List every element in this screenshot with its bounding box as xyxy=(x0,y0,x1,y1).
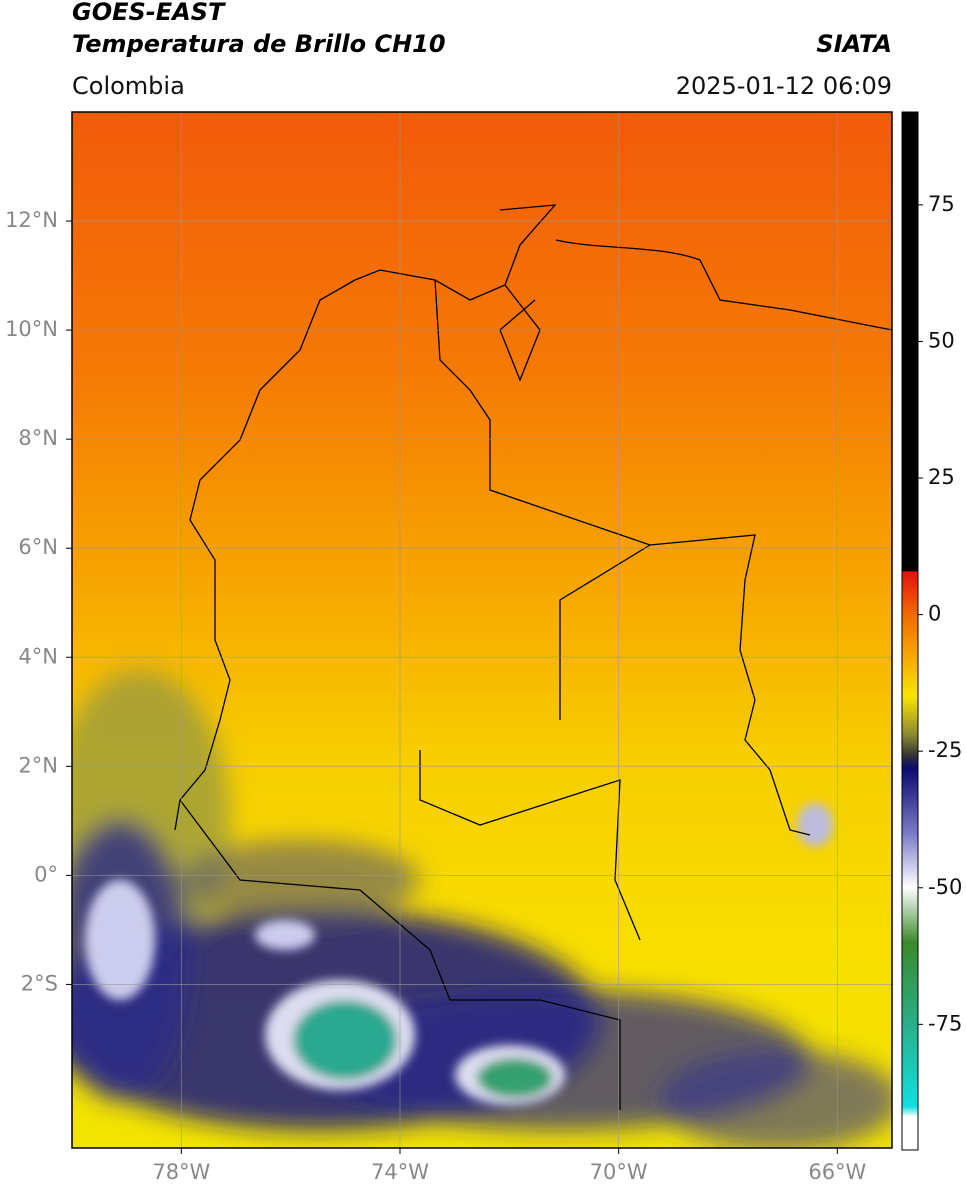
colorbar xyxy=(901,111,919,1151)
y-tick-label: 8°N xyxy=(18,426,58,450)
title: Temperatura de Brillo CH10 xyxy=(72,30,446,58)
y-tick-label: 2°S xyxy=(21,971,58,995)
colorbar-tick-label: 25 xyxy=(928,465,955,489)
y-tick-label: 2°N xyxy=(18,753,58,777)
y-tick-label: 12°N xyxy=(5,208,58,232)
y-tick-label: 6°N xyxy=(18,535,58,559)
map-frame xyxy=(71,111,893,1149)
x-tick-label: 70°W xyxy=(590,1160,648,1184)
y-tick-label: 10°N xyxy=(5,317,58,341)
imagery xyxy=(72,112,892,1148)
colorbar-tick-label: 75 xyxy=(928,192,955,216)
datetime: 2025-01-12 06:09 xyxy=(676,72,892,100)
x-tick-label: 66°W xyxy=(808,1160,866,1184)
colorbar-tick-label: -50 xyxy=(928,875,962,899)
title: GOES-EAST xyxy=(72,0,226,26)
y-tick-label: 0° xyxy=(34,862,58,886)
y-tick-label: 4°N xyxy=(18,644,58,668)
x-tick-label: 74°W xyxy=(371,1160,429,1184)
source: SIATA xyxy=(816,30,892,58)
x-tick-label: 78°W xyxy=(152,1160,210,1184)
colorbar-tick-label: -25 xyxy=(928,738,962,762)
colorbar-tick-label: 50 xyxy=(928,328,955,352)
colorbar-tick-label: 0 xyxy=(928,602,941,626)
region: Colombia xyxy=(72,72,185,100)
colorbar-tick-label: -75 xyxy=(928,1011,962,1035)
